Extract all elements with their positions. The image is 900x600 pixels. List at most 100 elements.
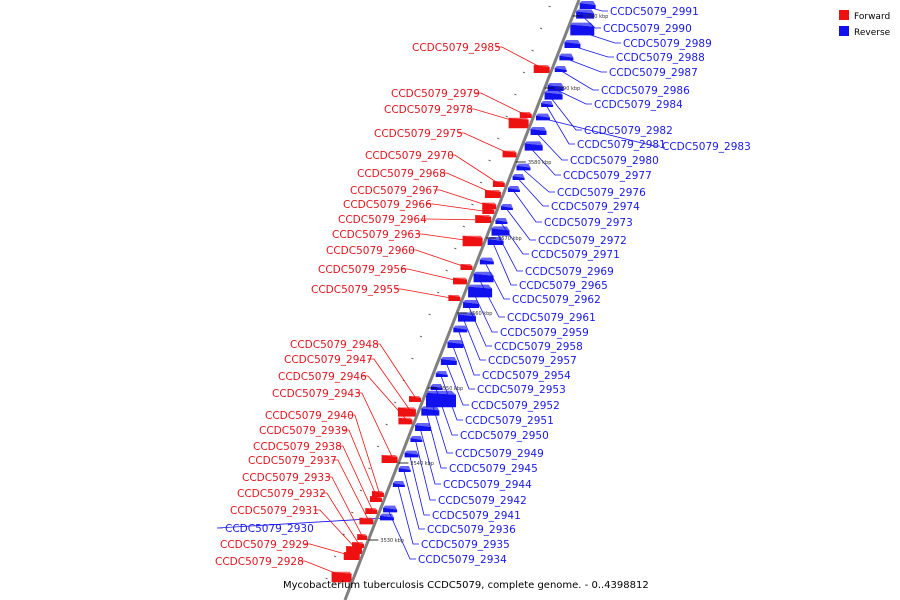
gene-feature-ccdc5079_2961 <box>473 273 494 283</box>
gene-feature-ccdc5079_2962-top <box>479 257 494 262</box>
minor-dash <box>462 225 466 228</box>
gene-feature-ccdc5079_2951 <box>435 373 448 377</box>
gene-feature-ccdc5079_2928-top <box>331 571 352 574</box>
gene-labels: CCDC5079_2985 CCDC5079_2979 CCDC5079_2978 C… <box>215 6 751 568</box>
gene-feature-ccdc5079_2954-top <box>453 325 468 330</box>
minor-dash <box>342 533 345 536</box>
gene-feature-ccdc5079_2964 <box>475 215 492 223</box>
gene-label-ccdc5079_2949: CCDC5079_2949 <box>455 448 544 460</box>
minor-dash <box>497 137 500 140</box>
connector-ccdc5079_2948 <box>373 343 418 401</box>
gene-feature-ccdc5079_2967-top <box>482 202 497 205</box>
gene-label-ccdc5079_2967: CCDC5079_2967 <box>350 185 439 197</box>
gene-feature-ccdc5079_2973 <box>507 188 520 192</box>
gene-label-ccdc5079_2936: CCDC5079_2936 <box>427 524 516 536</box>
connector-ccdc5079_2934 <box>387 509 416 560</box>
connector-ccdc5079_2955 <box>394 288 457 300</box>
gene-label-ccdc5079_2981: CCDC5079_2981 <box>577 139 666 151</box>
legend-reverse-swatch <box>839 26 849 36</box>
gene-feature-ccdc5079_2951-top <box>435 371 448 375</box>
gene-label-ccdc5079_2982: CCDC5079_2982 <box>584 125 673 137</box>
gene-feature-ccdc5079_2945-top <box>421 406 440 411</box>
gene-feature-ccdc5079_2984-top <box>547 83 564 87</box>
minor-dash <box>445 269 448 272</box>
gene-feature-ccdc5079_2959 <box>468 286 493 298</box>
gene-label-ccdc5079_2958: CCDC5079_2958 <box>494 341 583 353</box>
tick-label: 3600 kbp <box>585 14 609 20</box>
gene-feature-ccdc5079_2972-top <box>500 204 513 208</box>
gene-feature-ccdc5079_2952-top <box>440 357 457 361</box>
gene-feature-ccdc5079_2946 <box>398 417 413 425</box>
gene-label-ccdc5079_2955: CCDC5079_2955 <box>311 284 400 296</box>
gene-label-ccdc5079_2959: CCDC5079_2959 <box>500 327 589 339</box>
gene-feature-ccdc5079_2961-top <box>473 271 494 276</box>
tick-label: 3560 kbp <box>469 311 493 317</box>
gene-feature-ccdc5079_2959-top <box>468 284 493 289</box>
connector-ccdc5079_2975 <box>457 132 513 156</box>
connector-ccdc5079_2982 <box>549 95 582 131</box>
connector-ccdc5079_2964 <box>421 218 488 221</box>
minor-dash <box>522 71 526 74</box>
gene-feature-ccdc5079_2947 <box>397 407 416 417</box>
gene-feature-ccdc5079_2943-top <box>381 455 398 457</box>
gene-label-ccdc5079_2932: CCDC5079_2932 <box>237 488 326 500</box>
tick-label: 3570 kbp <box>498 236 522 242</box>
gene-label-ccdc5079_2934: CCDC5079_2934 <box>418 554 507 566</box>
gene-feature-ccdc5079_2958-top <box>463 300 480 304</box>
gene-feature-ccdc5079_2962 <box>479 259 494 265</box>
gene-feature-ccdc5079_2990 <box>576 11 595 19</box>
minor-dash <box>505 115 508 118</box>
tick-marks: 3530 kbp 3540 kbp 3550 kbp 3560 kbp 3570 kbp… <box>325 5 609 580</box>
gene-feature-ccdc5079_2982 <box>544 92 563 100</box>
connector-ccdc5079_2986 <box>559 69 599 91</box>
gene-feature-ccdc5079_2941 <box>404 452 419 458</box>
gene-feature-ccdc5079_2977-top <box>524 141 543 146</box>
connector-ccdc5079_2945 <box>425 411 447 469</box>
gene-label-ccdc5079_2961: CCDC5079_2961 <box>507 312 596 324</box>
gene-label-ccdc5079_2941: CCDC5079_2941 <box>432 510 521 522</box>
gene-feature-ccdc5079_2929-top <box>343 552 360 554</box>
connector-ccdc5079_2968 <box>440 172 498 196</box>
gene-label-ccdc5079_2966: CCDC5079_2966 <box>343 199 432 211</box>
gene-feature-ccdc5079_2971 <box>495 220 508 224</box>
gene-feature-ccdc5079_2956-top <box>453 277 468 280</box>
connector-ccdc5079_2981 <box>545 104 575 145</box>
gene-feature-ccdc5079_2979-top <box>519 112 532 114</box>
gene-feature-ccdc5079_2930 <box>379 515 394 521</box>
gene-label-ccdc5079_2977: CCDC5079_2977 <box>563 170 652 182</box>
gene-feature-ccdc5079_2947-top <box>397 407 416 410</box>
connector-ccdc5079_2952 <box>445 361 469 406</box>
gene-label-ccdc5079_2989: CCDC5079_2989 <box>623 38 712 50</box>
gene-feature-ccdc5079_2985-top <box>533 65 550 67</box>
gene-label-ccdc5079_2942: CCDC5079_2942 <box>438 495 527 507</box>
gene-label-ccdc5079_2985: CCDC5079_2985 <box>412 42 501 54</box>
connector-ccdc5079_2985 <box>495 46 546 71</box>
gene-feature-ccdc5079_2978-top <box>508 117 529 120</box>
minor-dash <box>514 93 517 96</box>
minor-dash <box>351 511 354 514</box>
gene-label-ccdc5079_2940: CCDC5079_2940 <box>265 410 354 422</box>
legend-forward-label: Forward <box>854 12 890 22</box>
connector-ccdc5079_2990 <box>580 14 601 29</box>
connector-ccdc5079_2974 <box>517 177 549 207</box>
gene-feature-ccdc5079_2990-top <box>576 9 595 14</box>
gene-feature-ccdc5079_2989-top <box>570 22 595 27</box>
gene-feature-ccdc5079_2975 <box>502 150 517 158</box>
gene-label-ccdc5079_2973: CCDC5079_2973 <box>544 217 633 229</box>
gene-feature-ccdc5079_2928 <box>331 571 352 583</box>
tick-label: 3580 kbp <box>528 160 552 166</box>
connector-ccdc5079_2983 <box>540 117 660 147</box>
minor-dash <box>488 159 491 162</box>
gene-feature-ccdc5079_2945 <box>421 408 440 416</box>
connector-ccdc5079_2978 <box>467 108 525 125</box>
gene-feature-ccdc5079_2991-top <box>579 1 596 5</box>
gene-label-ccdc5079_2945: CCDC5079_2945 <box>449 463 538 475</box>
connector-ccdc5079_2960 <box>409 249 469 269</box>
gene-label-ccdc5079_2988: CCDC5079_2988 <box>616 52 705 64</box>
gene-feature-ccdc5079_2983-top <box>535 113 550 118</box>
gene-feature-ccdc5079_2948-top <box>409 396 421 398</box>
minor-dash <box>548 5 551 8</box>
gene-label-ccdc5079_2972: CCDC5079_2972 <box>538 235 627 247</box>
gene-label-ccdc5079_2968: CCDC5079_2968 <box>357 168 446 180</box>
gene-label-ccdc5079_2948: CCDC5079_2948 <box>290 339 379 351</box>
